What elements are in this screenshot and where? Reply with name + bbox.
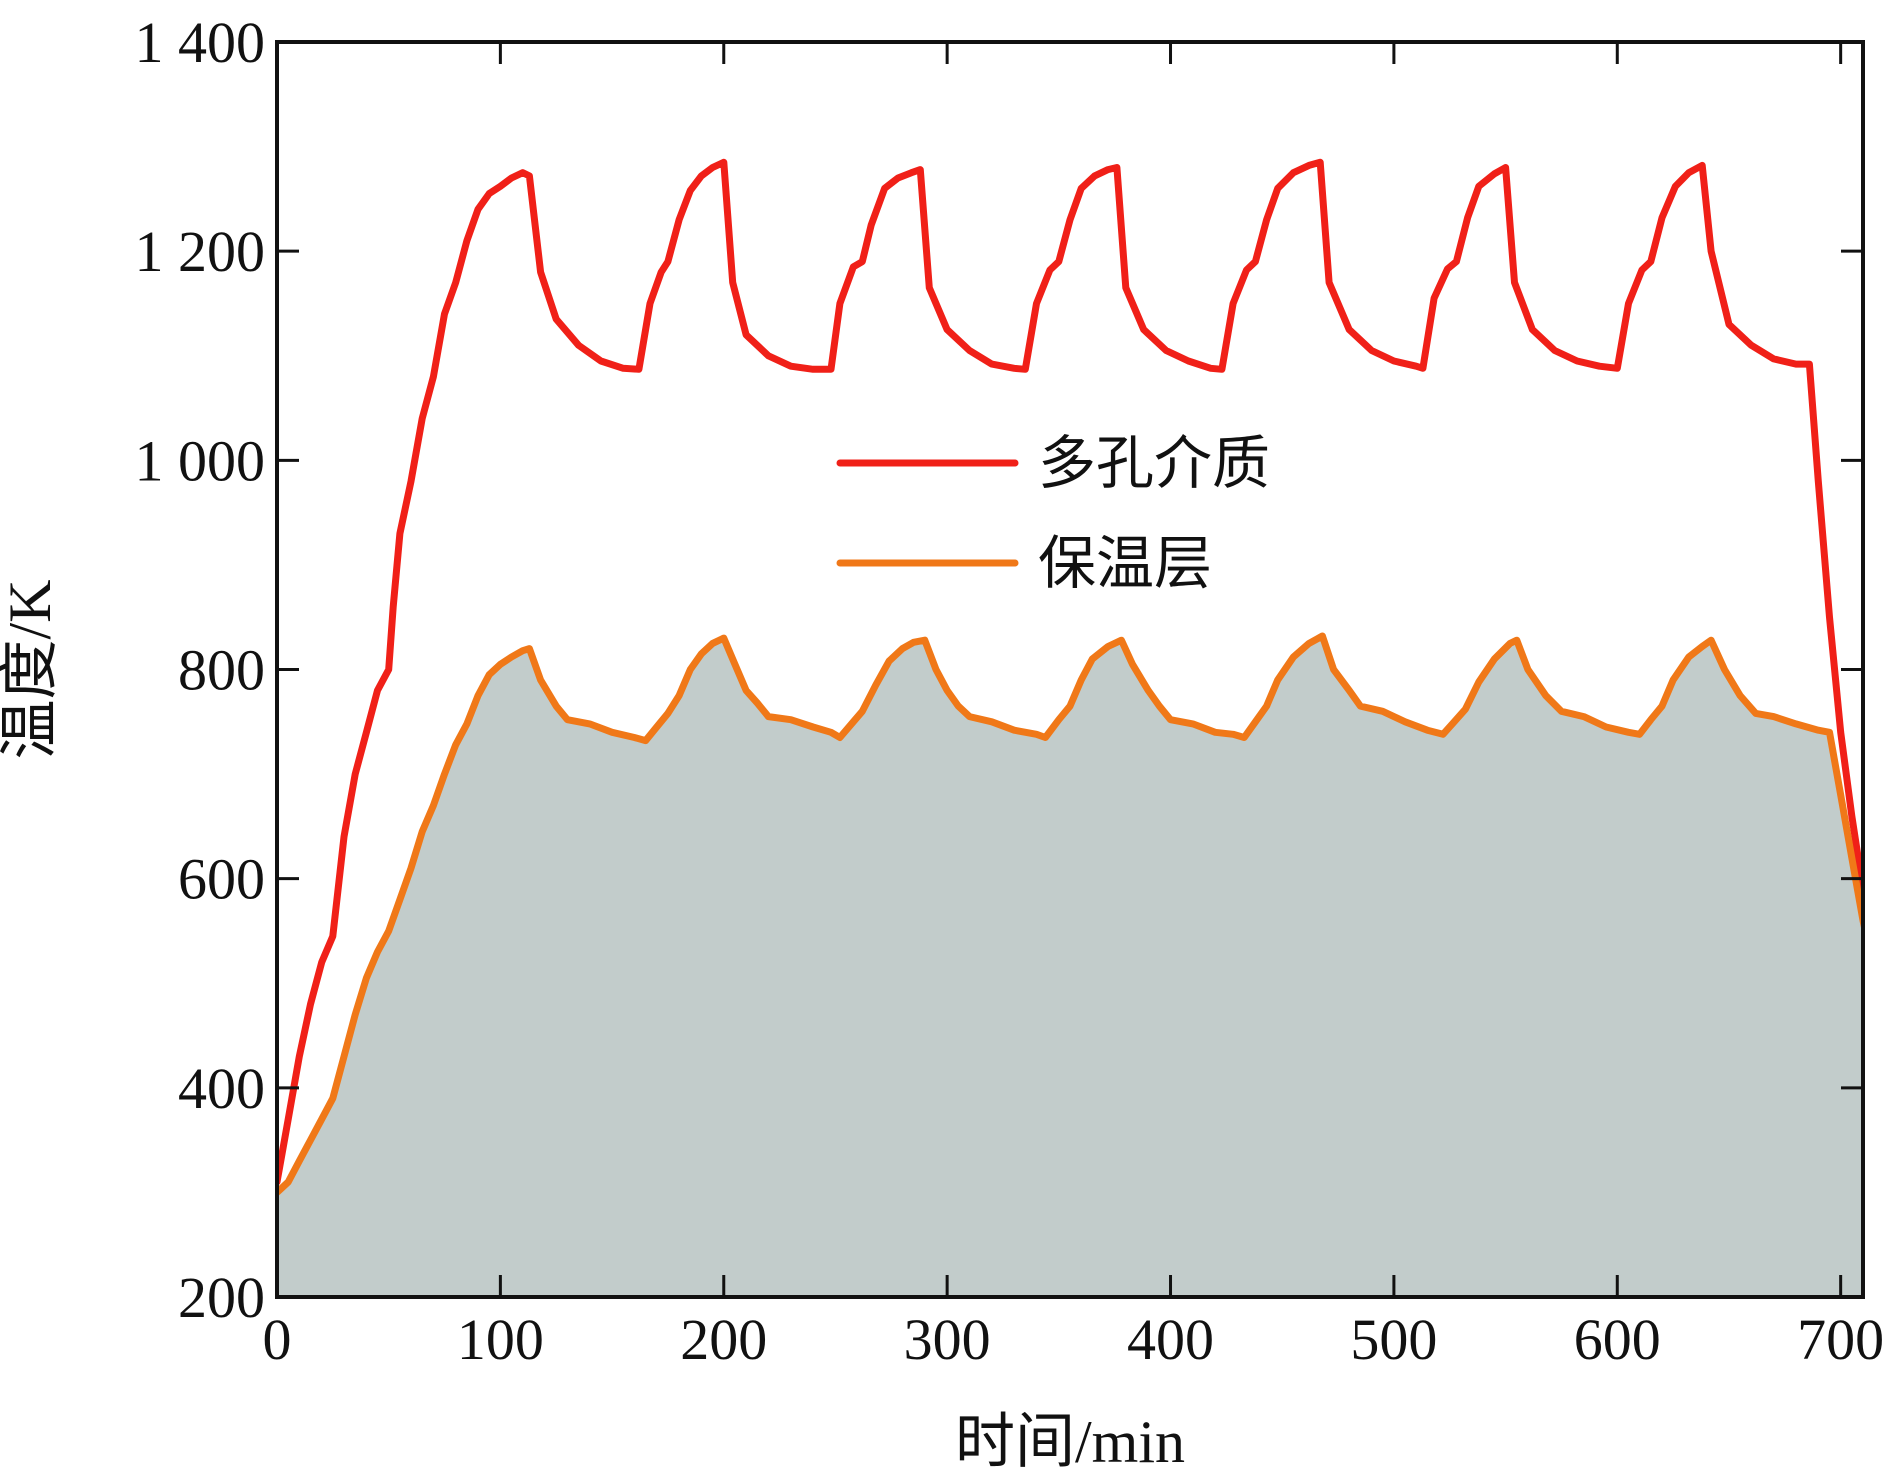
x-tick-label: 0: [263, 1307, 292, 1372]
legend-label-0: 多孔介质: [1038, 429, 1270, 497]
x-tick-label: 200: [680, 1307, 767, 1372]
x-tick-label: 100: [457, 1307, 544, 1372]
x-tick-label: 600: [1574, 1307, 1661, 1372]
y-axis-title: 温度/K: [0, 580, 63, 760]
series-line-0: [277, 158, 1863, 1186]
series-line-1: [277, 632, 1863, 1196]
x-tick-label: 400: [1127, 1307, 1214, 1372]
y-tick-label: 1 200: [135, 219, 266, 284]
y-tick-label: 200: [178, 1265, 265, 1330]
y-tick-label: 1 400: [135, 10, 266, 75]
x-tick-label: 700: [1797, 1307, 1884, 1372]
series-layer: [277, 158, 1863, 1297]
y-tick-label: 1 000: [135, 428, 266, 493]
x-tick-label: 300: [904, 1307, 991, 1372]
x-axis-title: 时间/min: [955, 1409, 1185, 1475]
legend-label-1: 保温层: [1038, 529, 1212, 597]
tick-layer: 0 100 200 300 400 500 600 700 200 400 600 800 1 000 1…: [135, 10, 1885, 1372]
y-tick-label: 600: [178, 847, 265, 912]
x-tick-label: 500: [1350, 1307, 1437, 1372]
series-area-1: [277, 636, 1863, 1297]
y-tick-label: 400: [178, 1056, 265, 1121]
y-tick-label: 800: [178, 638, 265, 703]
